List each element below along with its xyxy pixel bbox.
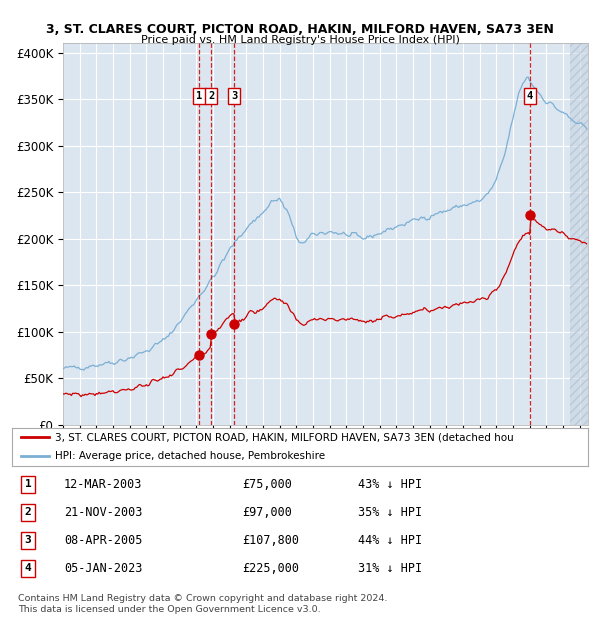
Text: 2: 2: [25, 507, 32, 518]
Text: 35% ↓ HPI: 35% ↓ HPI: [358, 506, 422, 519]
Text: 12-MAR-2003: 12-MAR-2003: [64, 478, 142, 491]
Text: £75,000: £75,000: [242, 478, 292, 491]
Text: Price paid vs. HM Land Registry's House Price Index (HPI): Price paid vs. HM Land Registry's House …: [140, 35, 460, 45]
Text: 3: 3: [231, 91, 237, 101]
Text: 2: 2: [208, 91, 214, 101]
Text: 05-JAN-2023: 05-JAN-2023: [64, 562, 142, 575]
Bar: [569, 43, 588, 425]
Text: 4: 4: [25, 564, 32, 574]
Text: 4: 4: [527, 91, 533, 101]
Text: 43% ↓ HPI: 43% ↓ HPI: [358, 478, 422, 491]
Text: 3, ST. CLARES COURT, PICTON ROAD, HAKIN, MILFORD HAVEN, SA73 3EN: 3, ST. CLARES COURT, PICTON ROAD, HAKIN,…: [46, 23, 554, 36]
Text: 3: 3: [25, 536, 32, 546]
Text: 44% ↓ HPI: 44% ↓ HPI: [358, 534, 422, 547]
Text: 31% ↓ HPI: 31% ↓ HPI: [358, 562, 422, 575]
Text: £107,800: £107,800: [242, 534, 299, 547]
Text: Contains HM Land Registry data © Crown copyright and database right 2024.: Contains HM Land Registry data © Crown c…: [18, 594, 388, 603]
Text: HPI: Average price, detached house, Pembrokeshire: HPI: Average price, detached house, Pemb…: [55, 451, 325, 461]
Text: £97,000: £97,000: [242, 506, 292, 519]
Text: This data is licensed under the Open Government Licence v3.0.: This data is licensed under the Open Gov…: [18, 605, 320, 614]
Text: 3, ST. CLARES COURT, PICTON ROAD, HAKIN, MILFORD HAVEN, SA73 3EN (detached hou: 3, ST. CLARES COURT, PICTON ROAD, HAKIN,…: [55, 432, 514, 442]
Text: 08-APR-2005: 08-APR-2005: [64, 534, 142, 547]
Text: 1: 1: [196, 91, 203, 101]
Text: 1: 1: [25, 479, 32, 490]
Text: £225,000: £225,000: [242, 562, 299, 575]
Text: 21-NOV-2003: 21-NOV-2003: [64, 506, 142, 519]
